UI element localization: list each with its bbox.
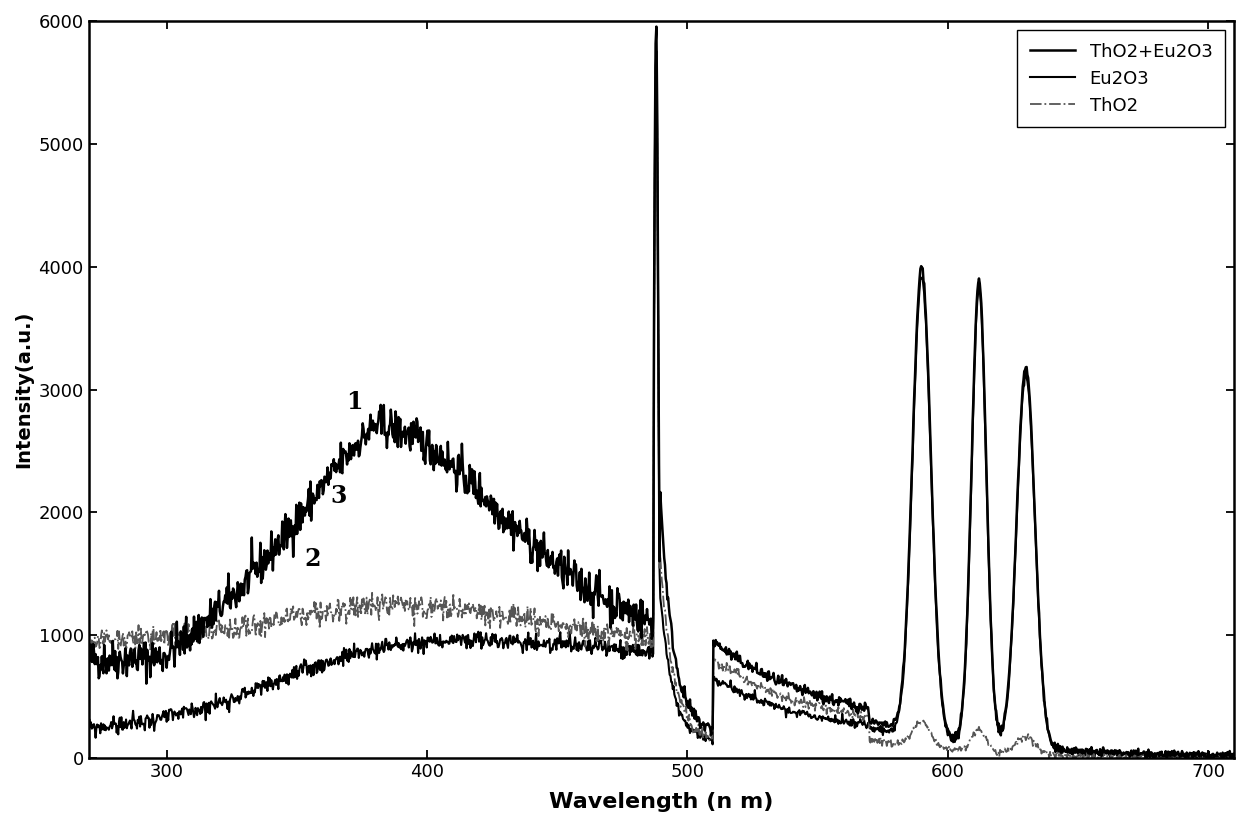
ThO2 — [1228, 753, 1243, 763]
ThO2 — [714, 663, 729, 673]
ThO2+Eu2O3 — [81, 650, 96, 660]
Eu2O3 — [453, 634, 468, 643]
Text: 1: 1 — [346, 390, 362, 414]
Eu2O3 — [1174, 751, 1189, 761]
Eu2O3 — [81, 724, 96, 733]
ThO2 — [290, 612, 305, 622]
ThO2+Eu2O3 — [1174, 751, 1189, 761]
ThO2+Eu2O3 — [290, 529, 305, 539]
Line: ThO2+Eu2O3: ThO2+Eu2O3 — [89, 26, 1236, 758]
ThO2+Eu2O3 — [1166, 751, 1181, 761]
ThO2+Eu2O3 — [1138, 753, 1153, 763]
ThO2+Eu2O3 — [1128, 749, 1143, 759]
Eu2O3 — [1166, 749, 1181, 759]
ThO2 — [81, 624, 96, 634]
ThO2 — [453, 602, 468, 612]
ThO2 — [1048, 753, 1063, 763]
Text: 2: 2 — [305, 547, 321, 571]
ThO2+Eu2O3 — [714, 643, 729, 653]
Y-axis label: Intensity(a.u.): Intensity(a.u.) — [14, 311, 32, 468]
X-axis label: Wavelength (n m): Wavelength (n m) — [549, 792, 774, 812]
Legend: ThO2+Eu2O3, Eu2O3, ThO2: ThO2+Eu2O3, Eu2O3, ThO2 — [1017, 30, 1226, 127]
ThO2 — [1166, 753, 1181, 763]
Eu2O3 — [714, 678, 729, 688]
Eu2O3 — [1163, 753, 1178, 763]
Line: Eu2O3: Eu2O3 — [89, 51, 1236, 758]
ThO2 — [649, 46, 664, 56]
Eu2O3 — [1228, 752, 1243, 762]
ThO2+Eu2O3 — [453, 462, 468, 472]
ThO2+Eu2O3 — [649, 21, 664, 31]
ThO2 — [1128, 753, 1143, 763]
Eu2O3 — [1128, 752, 1143, 762]
Eu2O3 — [290, 674, 305, 684]
Text: 3: 3 — [331, 484, 347, 509]
Eu2O3 — [649, 46, 664, 56]
ThO2 — [1174, 753, 1189, 763]
Line: ThO2: ThO2 — [89, 51, 1236, 758]
ThO2+Eu2O3 — [1228, 753, 1243, 763]
